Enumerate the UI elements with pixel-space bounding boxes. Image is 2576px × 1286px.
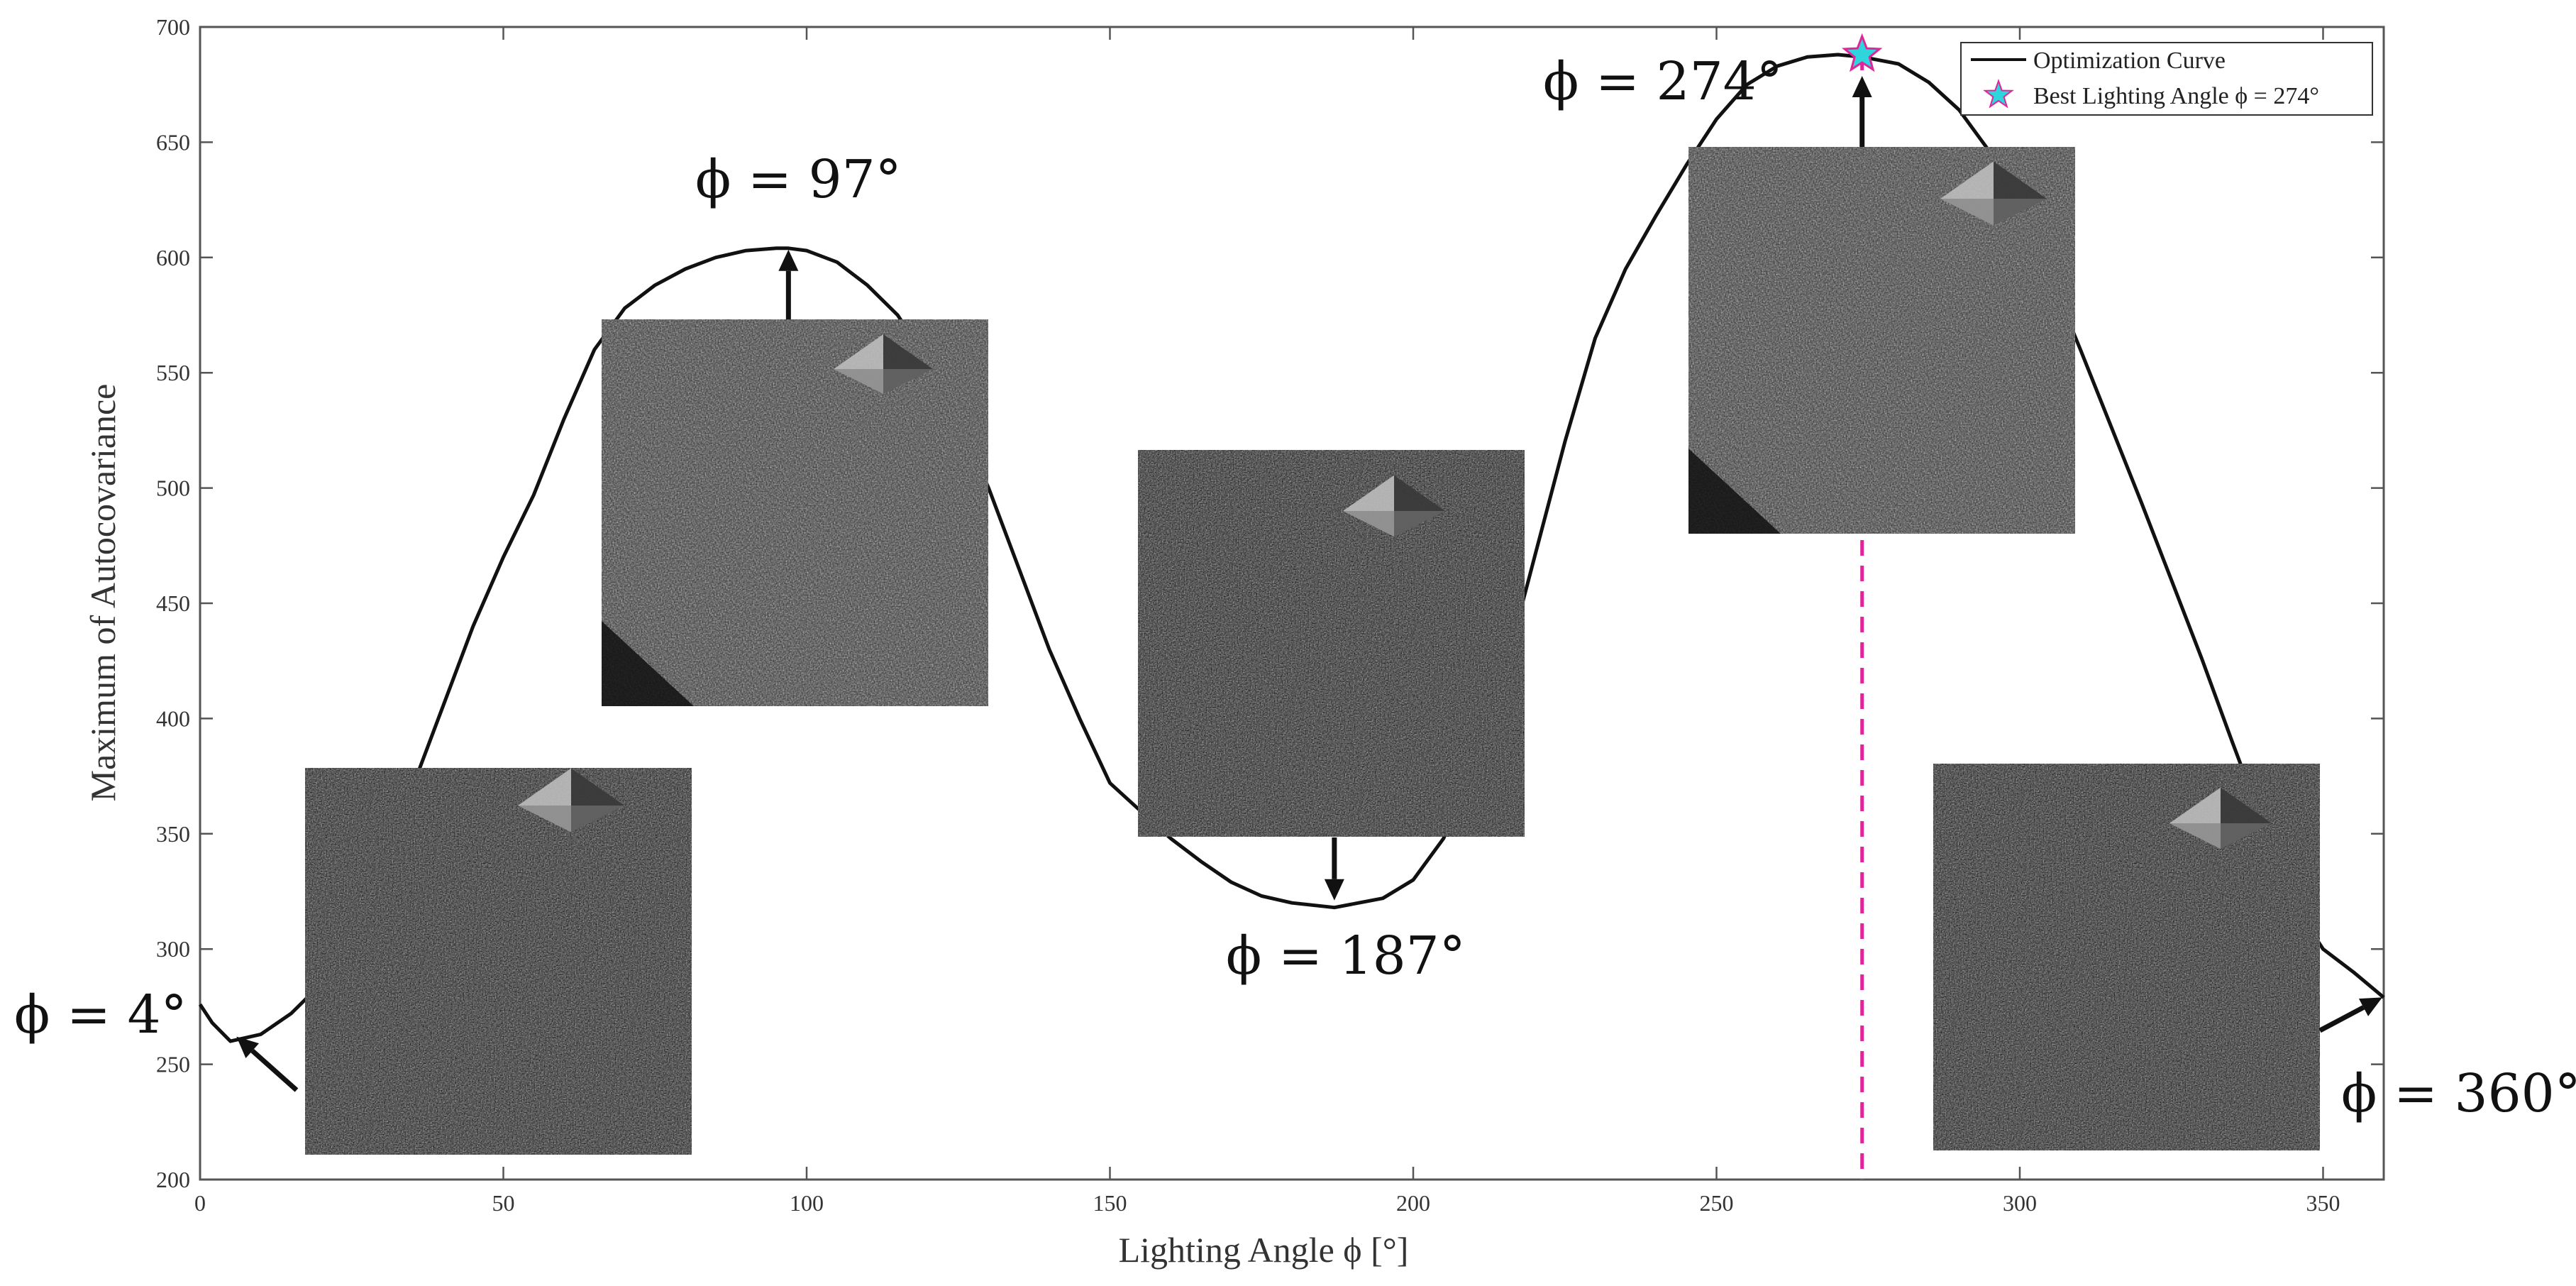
y-tick-label: 600 <box>156 245 190 270</box>
inset-surface-image <box>1688 147 2075 534</box>
x-tick-label: 100 <box>790 1190 824 1216</box>
legend-box <box>1960 42 2373 116</box>
inset-surface-image <box>1933 764 2320 1150</box>
legend-star-swatch <box>1983 78 2014 109</box>
legend: Optimization Curve Best Lighting Angle ϕ… <box>1960 42 2373 116</box>
annotation-arrow-shaft <box>250 1048 299 1092</box>
y-tick-label: 500 <box>156 476 190 501</box>
x-tick-label: 0 <box>194 1190 206 1216</box>
annotation-arrow-head <box>1324 879 1344 901</box>
annotation-arrow-head <box>2358 997 2382 1016</box>
x-axis-label: Lighting Angle ϕ [°] <box>1119 1230 1409 1270</box>
annotation-arrow-head <box>236 1036 260 1059</box>
annotation-phi-360: ϕ = 360° <box>2341 1063 2576 1124</box>
y-tick-label: 400 <box>156 705 190 731</box>
x-tick-label: 200 <box>1396 1190 1430 1216</box>
annotation-arrow-head <box>778 249 799 271</box>
y-tick-label: 350 <box>156 821 190 847</box>
x-tick-label: 150 <box>1093 1190 1127 1216</box>
annotation-phi-187: ϕ = 187° <box>1226 925 1466 987</box>
y-tick-label: 650 <box>156 129 190 155</box>
x-tick-label: 250 <box>1700 1190 1734 1216</box>
inset-surface-image <box>602 319 988 706</box>
legend-entry-curve: Optimization Curve <box>2033 48 2226 74</box>
inset-images <box>305 147 2320 1155</box>
y-tick-label: 700 <box>156 14 190 40</box>
y-axis-label: Maximum of Autocovariance <box>83 384 123 802</box>
y-tick-label: 200 <box>156 1167 190 1192</box>
annotation-phi-274: ϕ = 274° <box>1543 51 1783 112</box>
x-tick-label: 300 <box>2003 1190 2037 1216</box>
annotation-phi-4: ϕ = 4° <box>14 984 187 1045</box>
x-tick-label: 350 <box>2306 1190 2340 1216</box>
y-tick-label: 300 <box>156 936 190 962</box>
axis-ticks <box>199 26 2384 1181</box>
annotation-arrow-shaft <box>2318 1005 2365 1033</box>
best-angle-star-marker <box>1841 33 1883 72</box>
legend-entry-best-angle: Best Lighting Angle ϕ = 274° <box>2033 83 2319 109</box>
axis-tick-labels: 0 50 100 150 200 250 300 350 200 250 300 350 400 450 5… <box>156 14 2340 1216</box>
x-tick-label: 50 <box>492 1190 515 1216</box>
annotation-phi-97: ϕ = 97° <box>695 149 902 210</box>
annotation-arrow-head <box>1852 75 1872 97</box>
y-tick-label: 550 <box>156 360 190 385</box>
inset-surface-image <box>1138 450 1525 837</box>
phi-annotations: ϕ = 4° ϕ = 97° ϕ = 187° ϕ = 274° ϕ = 360… <box>14 51 2576 1124</box>
y-tick-label: 250 <box>156 1052 190 1077</box>
inset-surface-image <box>305 768 692 1155</box>
annotation-arrows <box>236 75 2382 1092</box>
y-tick-label: 450 <box>156 590 190 616</box>
